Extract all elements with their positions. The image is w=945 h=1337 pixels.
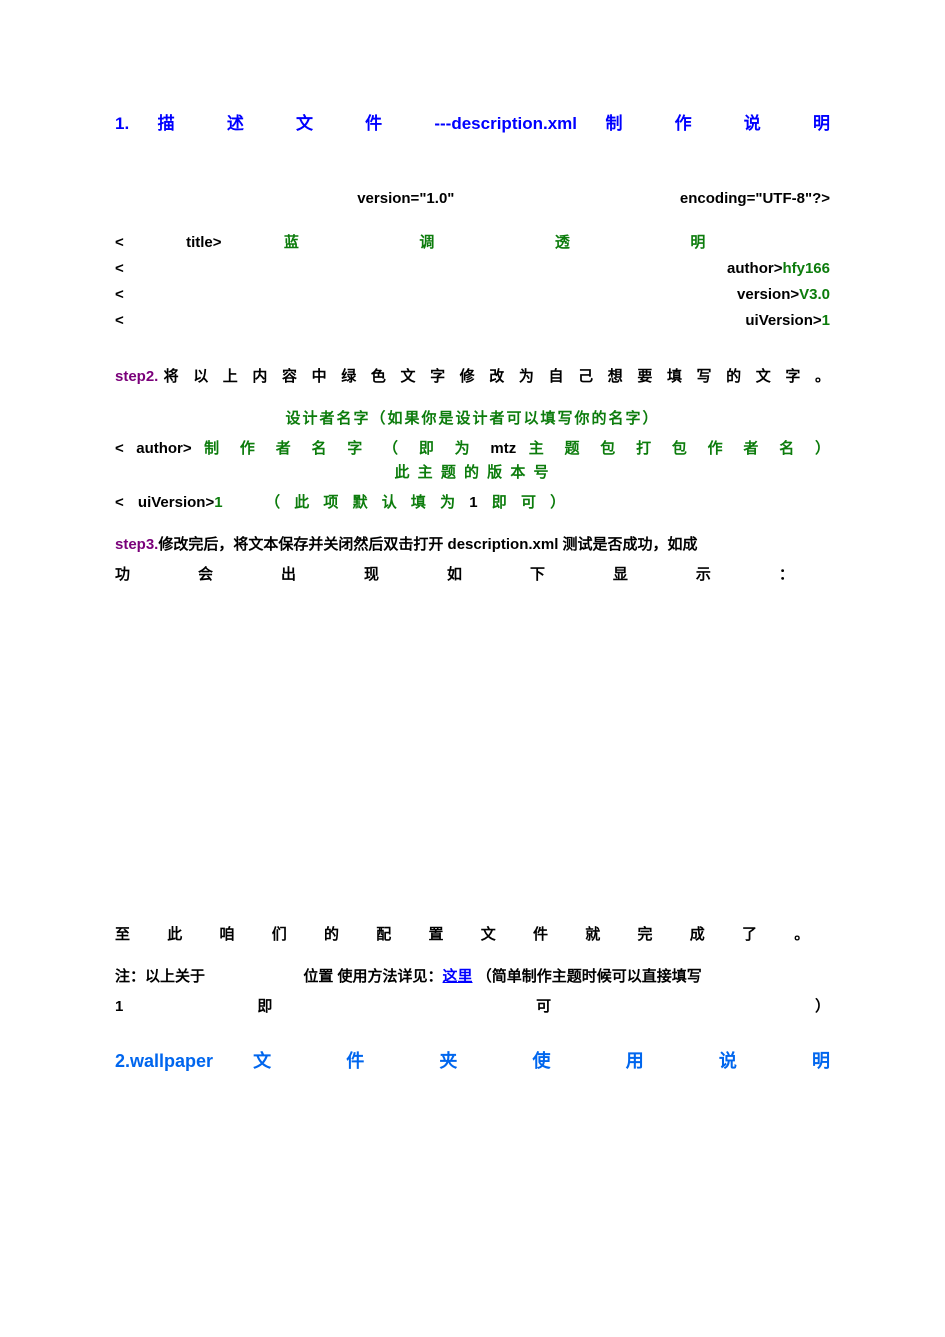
xml-version-line: < version>V3.0 — [115, 283, 830, 307]
title-tag: title> — [186, 234, 221, 251]
uiversion-tag: uiVersion> — [745, 312, 821, 329]
step3-desc: description.xml — [448, 536, 559, 553]
xml-version: version="1.0" — [357, 190, 454, 207]
step3-text2: 测试是否成功，如成 — [558, 536, 697, 553]
heading2-em: 2.wallpaper — [115, 1051, 213, 1071]
heading2-text: 文 件 夹 使 用 说 明 — [253, 1051, 830, 1071]
angle-bracket: < — [115, 260, 124, 277]
version-tag: version> — [737, 286, 799, 303]
author-explain-2: 主 题 包 打 包 作 者 名 ） — [516, 440, 830, 457]
heading-text-pre: 描 述 文 件 — [158, 114, 435, 133]
screenshot-placeholder — [115, 587, 830, 917]
heading-text-post: 制 作 说 明 — [605, 114, 830, 133]
version-explain-line: 此 主 题 的 版 本 号 — [115, 461, 830, 485]
step2-line: step2.将 以 上 内 容 中 绿 色 文 字 修 改 为 自 己 想 要 … — [115, 365, 830, 389]
xml-author-line: < author>hfy166 — [115, 257, 830, 281]
xml-encoding: encoding="UTF-8"?> — [680, 190, 830, 207]
xml-title-line: < title> 蓝 调 透 明 — [115, 231, 830, 255]
note-one: 1 — [115, 998, 123, 1015]
version-explain: 此 主 题 的 版 本 号 — [394, 464, 550, 481]
note-suffix: （简单制作主题时候可以直接填写 — [477, 968, 702, 985]
note-paren: ） — [815, 998, 830, 1015]
xml-declaration: xx version="1.0" encoding="UTF-8"?> — [115, 187, 830, 211]
mtz-literal: mtz — [490, 440, 516, 457]
done-line: 至 此 咱 们 的 配 置 文 件 就 完 成 了 。 — [115, 923, 830, 947]
uiv-one: 1 — [469, 494, 477, 511]
uiv-tag-literal: < uiVersion> — [115, 494, 214, 511]
note-line1: 注：以上关于 位置 使用方法详见：这里 （简单制作主题时候可以直接填写 — [115, 965, 830, 989]
author-explain-1: 制 作 者 名 字 （ 即 为 — [192, 440, 491, 457]
xml-uiversion-line: < uiVersion>1 — [115, 309, 830, 333]
uiv-val: 1 — [214, 494, 222, 511]
uiversion-explain-line: < uiVersion>1 （ 此 项 默 认 填 为 1 即 可 ） — [115, 491, 830, 515]
author-tag-literal: < author> — [115, 440, 192, 457]
step3-line1: step3.修改完后，将文本保存并关闭然后双击打开 description.xm… — [115, 533, 830, 557]
step3-line2: 功 会 出 现 如 下 显 示 ： — [115, 563, 830, 587]
note-ji: 即 — [257, 998, 402, 1015]
uiv-rest2: 即 可 ） — [478, 494, 566, 511]
author-tag: author> — [727, 260, 782, 277]
author-value: hfy166 — [782, 260, 830, 277]
heading-filename: ---description.xml — [434, 114, 577, 133]
title-value: 蓝 调 透 明 — [284, 234, 764, 251]
section-2-heading: 2.wallpaper 文 件 夹 使 用 说 明 — [115, 1047, 830, 1076]
step3-text1: 修改完后，将文本保存并关闭然后双击打开 — [158, 536, 447, 553]
note-mid: 位置 使用方法详见： — [303, 968, 442, 985]
designer-text: 设计者名字（如果你是设计者可以填写你的名字） — [285, 410, 659, 427]
step3-line2-text: 功 会 出 现 如 下 显 示 ： — [115, 566, 826, 583]
heading-number: 1. — [115, 114, 129, 133]
note-line2: 1 即 可 ） — [115, 995, 830, 1019]
note-prefix: 注：以上关于 — [115, 968, 205, 985]
uiv-rest: （ 此 项 默 认 填 为 — [265, 494, 469, 511]
note-ke: 可 — [536, 998, 681, 1015]
step2-text: 将 以 上 内 容 中 绿 色 文 字 修 改 为 自 己 想 要 填 写 的 … — [158, 368, 830, 385]
note-link[interactable]: 这里 — [443, 968, 473, 985]
uiversion-value: 1 — [822, 312, 830, 329]
done-text: 至 此 咱 们 的 配 置 文 件 就 完 成 了 。 — [115, 926, 826, 943]
step3-label: step3. — [115, 536, 158, 553]
section-1-heading: 1. 描 述 文 件 ---description.xml 制 作 说 明 — [115, 110, 830, 137]
step2-label: step2. — [115, 368, 158, 385]
angle-bracket: < — [115, 286, 124, 303]
document-page: 1. 描 述 文 件 ---description.xml 制 作 说 明 xx… — [0, 0, 945, 1136]
author-explain-line: < author> 制 作 者 名 字 （ 即 为 mtz 主 题 包 打 包 … — [115, 437, 830, 461]
angle-bracket: < — [115, 312, 124, 329]
version-value: V3.0 — [799, 286, 830, 303]
designer-note: 设计者名字（如果你是设计者可以填写你的名字） — [115, 407, 830, 431]
angle-bracket: < — [115, 234, 124, 251]
